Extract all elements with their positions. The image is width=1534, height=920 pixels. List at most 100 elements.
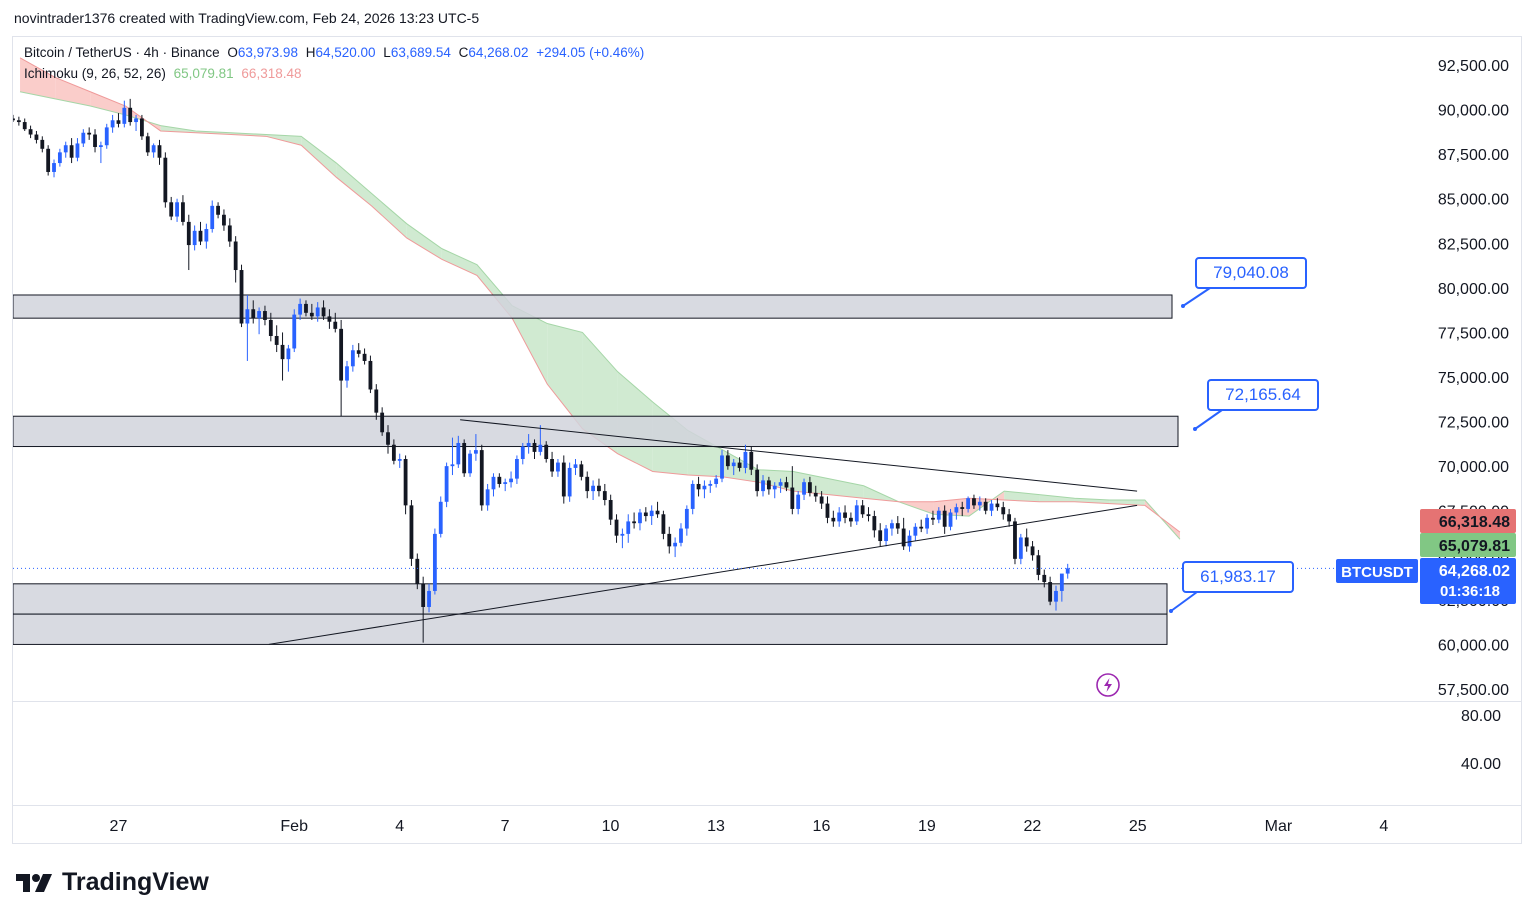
candle-body (345, 366, 349, 381)
candle-body (1007, 514, 1012, 522)
tradingview-logo[interactable]: TradingView (16, 868, 209, 897)
legend-ichimoku-a: 65,079.81 (173, 66, 234, 81)
candle (169, 196, 174, 221)
candle (638, 508, 642, 531)
candle (397, 453, 402, 468)
candle (509, 471, 513, 488)
candle-body (186, 221, 191, 246)
candle-body (1001, 507, 1006, 515)
candle-body (140, 118, 144, 137)
candle (46, 145, 51, 176)
ichimoku-cloud-segment (828, 478, 864, 499)
candle (110, 114, 115, 133)
candle-body (192, 230, 197, 246)
candle-body (327, 316, 332, 322)
candle-body (825, 503, 830, 518)
candle-body (907, 535, 912, 547)
candle (315, 302, 320, 322)
candle (251, 300, 256, 324)
candle-body (145, 136, 150, 153)
candle-body (972, 498, 976, 506)
ichimoku-cloud-segment (406, 223, 442, 260)
candle-body (415, 558, 420, 584)
candle-body (761, 480, 765, 492)
candle (602, 483, 607, 506)
legend-high: 64,520.00 (315, 45, 376, 60)
candle-body (509, 478, 513, 483)
candle (473, 434, 478, 461)
candle-body (913, 526, 918, 536)
candle-body (643, 512, 648, 517)
candle (257, 307, 262, 335)
candle (925, 514, 929, 534)
candle-body (520, 446, 525, 460)
candle-body (602, 491, 607, 501)
legend-indicator: Ichimoku (9, 26, 52, 26) (24, 66, 166, 81)
candle-body (216, 205, 220, 215)
candle (1059, 573, 1064, 602)
candle-body (1018, 537, 1023, 559)
candle (585, 471, 590, 499)
symbol-legend[interactable]: Bitcoin / TetherUS · 4h · Binance O63,97… (24, 45, 648, 60)
sr-zone (13, 415, 1179, 448)
candle (116, 113, 121, 128)
candle-body (57, 152, 62, 164)
ichimoku-cloud-segment (758, 469, 794, 492)
ichimoku-cloud-segment (336, 163, 372, 206)
candle (245, 294, 250, 361)
price-axis-label: 70,000.00 (1438, 459, 1509, 476)
candle-body (667, 533, 672, 547)
candle (380, 407, 385, 436)
candle (438, 496, 443, 538)
candle-body (421, 583, 426, 607)
ichimoku-cloud-segment (90, 91, 126, 115)
candle (520, 442, 525, 465)
candle-body (491, 476, 496, 490)
legend-change: +294.05 (+0.46%) (536, 45, 645, 60)
candle (983, 498, 988, 515)
candle (1048, 576, 1053, 606)
candle (766, 476, 771, 495)
time-axis-label: 16 (813, 818, 831, 835)
time-axis-label: 10 (602, 818, 620, 835)
time-axis-label: 4 (1379, 818, 1388, 835)
candle-body (227, 225, 232, 242)
candle (157, 139, 162, 165)
candle-body (157, 145, 162, 158)
candle-body (849, 517, 853, 522)
candle (849, 512, 853, 527)
candle (796, 491, 801, 515)
candle (1042, 569, 1047, 588)
candle-body (397, 459, 402, 461)
indicator-legend[interactable]: Ichimoku (9, 26, 52, 26) 65,079.81 66,31… (24, 66, 305, 81)
candle (192, 225, 197, 251)
candle-body (69, 145, 74, 158)
candle (427, 583, 431, 613)
ichimoku-cloud-segment (1004, 491, 1040, 502)
candle-body (720, 455, 724, 479)
candle-body (790, 487, 795, 509)
candle-body (878, 530, 883, 542)
candle (684, 505, 689, 536)
candle (421, 576, 426, 643)
candle-body (1048, 582, 1053, 602)
candle (204, 223, 209, 249)
candle (878, 523, 883, 547)
legend-low-label: L (383, 45, 391, 60)
candle (292, 309, 297, 353)
candle-body (403, 459, 408, 506)
candle (702, 480, 707, 499)
candle-body (813, 492, 818, 497)
candle (339, 319, 344, 417)
candle-body (532, 442, 537, 452)
time-axis-label: 4 (395, 818, 404, 835)
candle-body (638, 512, 642, 524)
legend-low: 63,689.54 (390, 45, 451, 60)
ichimoku-cloud-segment (441, 248, 477, 276)
tradingview-wordmark: TradingView (62, 868, 209, 896)
price-label-text: 65,079.81 (1439, 538, 1510, 555)
time-axis-label: Feb (280, 818, 308, 835)
candle (995, 498, 1000, 511)
candle-body (204, 229, 209, 242)
